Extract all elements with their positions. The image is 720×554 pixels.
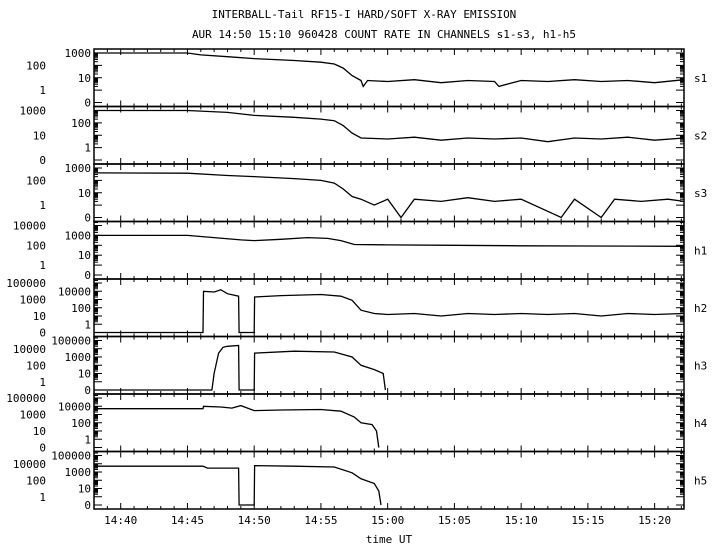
y-tick-label: 1000 <box>65 351 92 364</box>
y-tick-label: 1000 <box>20 105 47 118</box>
y-tick-label: 1000 <box>65 229 92 242</box>
y-tick-label: 100 <box>71 302 91 315</box>
x-tick-label: 15:05 <box>438 514 471 527</box>
y-tick-label: 1 <box>39 84 46 97</box>
x-tick-label: 15:20 <box>638 514 671 527</box>
panel-frame <box>93 105 685 165</box>
panel-frame <box>93 393 685 453</box>
chart-title: INTERBALL-Tail RF15-I HARD/SOFT X-RAY EM… <box>212 8 517 21</box>
y-tick-label: 1000 <box>65 162 92 175</box>
y-tick-label: 100 <box>26 174 46 187</box>
y-tick-label: 1 <box>84 318 91 331</box>
y-tick-label: 1000 <box>65 47 92 60</box>
x-tick-label: 15:15 <box>571 514 604 527</box>
y-tick-label: 100000 <box>51 335 91 348</box>
panel-label: s2 <box>694 129 707 142</box>
x-tick-label: 14:45 <box>171 514 204 527</box>
panel-label: h3 <box>694 359 707 372</box>
series-line-h3 <box>94 344 387 391</box>
series-line-h2 <box>94 289 685 334</box>
y-tick-label: 1 <box>39 259 46 272</box>
x-axis-label: time UT <box>366 533 413 546</box>
x-tick-label: 15:10 <box>505 514 538 527</box>
panel-frame <box>93 278 685 338</box>
y-tick-label: 100000 <box>51 450 91 463</box>
y-tick-label: 10 <box>78 72 91 85</box>
y-tick-label: 100000 <box>6 277 46 290</box>
y-tick-label: 10000 <box>13 458 46 471</box>
panel-label: h4 <box>694 417 708 430</box>
chart-subtitle: AUR 14:50 15:10 960428 COUNT RATE IN CHA… <box>192 28 576 41</box>
y-tick-label: 100 <box>26 59 46 72</box>
x-tick-label: 14:55 <box>304 514 337 527</box>
y-tick-label: 1 <box>39 199 46 212</box>
panel-frame <box>93 220 685 280</box>
x-tick-label: 14:50 <box>238 514 271 527</box>
series-line-h4 <box>94 404 380 448</box>
y-tick-label: 0 <box>84 499 91 512</box>
y-tick-label: 100 <box>71 117 91 130</box>
y-tick-label: 100 <box>71 417 91 430</box>
y-tick-label: 1 <box>39 491 46 504</box>
y-tick-label: 100 <box>26 474 46 487</box>
panel-frame <box>93 335 685 395</box>
y-tick-label: 10 <box>78 249 91 262</box>
series-line-s2 <box>94 109 685 143</box>
y-tick-label: 10000 <box>13 343 46 356</box>
y-tick-label: 0 <box>39 327 46 340</box>
y-tick-label: 10 <box>78 368 91 381</box>
x-tick-label: 15:00 <box>371 514 404 527</box>
y-tick-label: 100 <box>26 239 46 252</box>
y-tick-label: 10000 <box>58 285 91 298</box>
panel-label: s3 <box>694 187 707 200</box>
series-line-h1 <box>94 234 685 247</box>
panel-label: h5 <box>694 474 707 487</box>
panel-frame <box>93 450 685 510</box>
y-tick-label: 10 <box>78 187 91 200</box>
panel-label: s1 <box>694 72 707 85</box>
panel-label: h2 <box>694 302 707 315</box>
series-line-s3 <box>93 172 685 219</box>
y-tick-label: 1000 <box>65 466 92 479</box>
y-tick-label: 10 <box>33 129 46 142</box>
y-tick-label: 0 <box>84 384 91 397</box>
y-tick-label: 100 <box>26 359 46 372</box>
y-tick-label: 10 <box>33 425 46 438</box>
y-tick-label: 100000 <box>6 392 46 405</box>
panel-label: h1 <box>694 244 707 257</box>
y-tick-label: 1000 <box>20 409 47 422</box>
y-tick-label: 0 <box>39 154 46 167</box>
series-line-s1 <box>94 52 685 88</box>
y-tick-label: 1 <box>84 433 91 446</box>
y-tick-label: 10 <box>33 310 46 323</box>
y-tick-label: 10000 <box>13 220 46 233</box>
series-line-h5 <box>94 464 382 506</box>
y-tick-label: 10 <box>78 483 91 496</box>
y-tick-label: 0 <box>39 442 46 455</box>
y-tick-label: 1000 <box>20 294 47 307</box>
y-tick-label: 10000 <box>58 400 91 413</box>
y-tick-label: 1 <box>39 376 46 389</box>
y-tick-label: 0 <box>84 212 91 225</box>
x-tick-label: 14:40 <box>104 514 137 527</box>
y-tick-label: 0 <box>84 269 91 282</box>
panel-frame <box>93 48 685 108</box>
y-tick-label: 0 <box>84 97 91 110</box>
y-tick-label: 1 <box>84 142 91 155</box>
